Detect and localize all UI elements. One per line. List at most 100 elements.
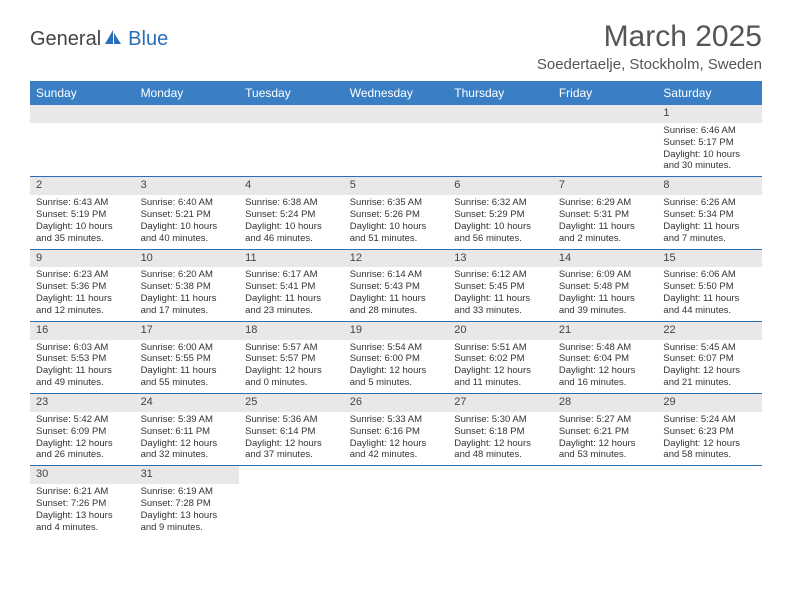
daylight-text: and 53 minutes. bbox=[559, 449, 652, 461]
sunset-text: Sunset: 6:00 PM bbox=[350, 353, 443, 365]
calendar-cell: 12Sunrise: 6:14 AMSunset: 5:43 PMDayligh… bbox=[344, 250, 449, 321]
day-number: 1 bbox=[657, 105, 762, 123]
calendar-cell: 9Sunrise: 6:23 AMSunset: 5:36 PMDaylight… bbox=[30, 250, 135, 321]
daylight-text: and 16 minutes. bbox=[559, 377, 652, 389]
calendar-cell: 6Sunrise: 6:32 AMSunset: 5:29 PMDaylight… bbox=[448, 177, 553, 248]
daylight-text: Daylight: 11 hours bbox=[36, 293, 129, 305]
sunset-text: Sunset: 5:53 PM bbox=[36, 353, 129, 365]
sunset-text: Sunset: 5:55 PM bbox=[141, 353, 234, 365]
sunrise-text: Sunrise: 6:21 AM bbox=[36, 486, 129, 498]
daylight-text: and 42 minutes. bbox=[350, 449, 443, 461]
sunset-text: Sunset: 6:21 PM bbox=[559, 426, 652, 438]
week-row: 9Sunrise: 6:23 AMSunset: 5:36 PMDaylight… bbox=[30, 250, 762, 322]
day-header-row: SundayMondayTuesdayWednesdayThursdayFrid… bbox=[30, 81, 762, 105]
day-number: 4 bbox=[239, 177, 344, 195]
sunrise-text: Sunrise: 6:12 AM bbox=[454, 269, 547, 281]
day-number: 12 bbox=[344, 250, 449, 268]
daylight-text: Daylight: 12 hours bbox=[559, 365, 652, 377]
sunset-text: Sunset: 6:18 PM bbox=[454, 426, 547, 438]
sunrise-text: Sunrise: 6:38 AM bbox=[245, 197, 338, 209]
daylight-text: and 44 minutes. bbox=[663, 305, 756, 317]
day-name: Saturday bbox=[657, 81, 762, 105]
sunset-text: Sunset: 5:41 PM bbox=[245, 281, 338, 293]
day-body: Sunrise: 6:14 AMSunset: 5:43 PMDaylight:… bbox=[344, 267, 449, 321]
day-body: Sunrise: 5:57 AMSunset: 5:57 PMDaylight:… bbox=[239, 340, 344, 394]
daylight-text: and 4 minutes. bbox=[36, 522, 129, 534]
day-number: 17 bbox=[135, 322, 240, 340]
sunset-text: Sunset: 6:07 PM bbox=[663, 353, 756, 365]
sunset-text: Sunset: 5:57 PM bbox=[245, 353, 338, 365]
day-body: Sunrise: 6:12 AMSunset: 5:45 PMDaylight:… bbox=[448, 267, 553, 321]
day-number: 15 bbox=[657, 250, 762, 268]
calendar-cell-empty bbox=[553, 466, 658, 537]
daylight-text: and 9 minutes. bbox=[141, 522, 234, 534]
day-name: Monday bbox=[135, 81, 240, 105]
week-row: 30Sunrise: 6:21 AMSunset: 7:26 PMDayligh… bbox=[30, 466, 762, 537]
calendar-cell-empty bbox=[239, 466, 344, 537]
daylight-text: and 37 minutes. bbox=[245, 449, 338, 461]
sunrise-text: Sunrise: 6:00 AM bbox=[141, 342, 234, 354]
day-number: 5 bbox=[344, 177, 449, 195]
sunrise-text: Sunrise: 6:19 AM bbox=[141, 486, 234, 498]
day-body: Sunrise: 6:03 AMSunset: 5:53 PMDaylight:… bbox=[30, 340, 135, 394]
daylight-text: and 51 minutes. bbox=[350, 233, 443, 245]
daylight-text: Daylight: 11 hours bbox=[245, 293, 338, 305]
day-body: Sunrise: 6:23 AMSunset: 5:36 PMDaylight:… bbox=[30, 267, 135, 321]
calendar-cell: 27Sunrise: 5:30 AMSunset: 6:18 PMDayligh… bbox=[448, 394, 553, 465]
daylight-text: and 35 minutes. bbox=[36, 233, 129, 245]
day-number: 10 bbox=[135, 250, 240, 268]
daylight-text: Daylight: 12 hours bbox=[245, 438, 338, 450]
day-body: Sunrise: 6:40 AMSunset: 5:21 PMDaylight:… bbox=[135, 195, 240, 249]
daylight-text: and 28 minutes. bbox=[350, 305, 443, 317]
day-name: Tuesday bbox=[239, 81, 344, 105]
daylight-text: Daylight: 12 hours bbox=[663, 438, 756, 450]
sunset-text: Sunset: 6:16 PM bbox=[350, 426, 443, 438]
day-number: 25 bbox=[239, 394, 344, 412]
daylight-text: Daylight: 11 hours bbox=[141, 293, 234, 305]
sunrise-text: Sunrise: 6:06 AM bbox=[663, 269, 756, 281]
week-row: 1Sunrise: 6:46 AMSunset: 5:17 PMDaylight… bbox=[30, 105, 762, 177]
logo-text-blue: Blue bbox=[128, 28, 168, 51]
sunrise-text: Sunrise: 6:43 AM bbox=[36, 197, 129, 209]
calendar: SundayMondayTuesdayWednesdayThursdayFrid… bbox=[30, 81, 762, 538]
sunset-text: Sunset: 5:21 PM bbox=[141, 209, 234, 221]
sunrise-text: Sunrise: 6:20 AM bbox=[141, 269, 234, 281]
week-row: 23Sunrise: 5:42 AMSunset: 6:09 PMDayligh… bbox=[30, 394, 762, 466]
daylight-text: and 55 minutes. bbox=[141, 377, 234, 389]
day-number: 30 bbox=[30, 466, 135, 484]
daylight-text: Daylight: 12 hours bbox=[559, 438, 652, 450]
day-number: 16 bbox=[30, 322, 135, 340]
day-body: Sunrise: 6:19 AMSunset: 7:28 PMDaylight:… bbox=[135, 484, 240, 538]
calendar-cell: 14Sunrise: 6:09 AMSunset: 5:48 PMDayligh… bbox=[553, 250, 658, 321]
daylight-text: and 39 minutes. bbox=[559, 305, 652, 317]
calendar-cell-empty bbox=[553, 105, 658, 176]
daylight-text: and 23 minutes. bbox=[245, 305, 338, 317]
sunset-text: Sunset: 5:31 PM bbox=[559, 209, 652, 221]
sunset-text: Sunset: 5:29 PM bbox=[454, 209, 547, 221]
calendar-cell-empty bbox=[448, 105, 553, 176]
daylight-text: and 17 minutes. bbox=[141, 305, 234, 317]
daylight-text: and 7 minutes. bbox=[663, 233, 756, 245]
daylight-text: Daylight: 11 hours bbox=[559, 221, 652, 233]
daylight-text: Daylight: 11 hours bbox=[141, 365, 234, 377]
calendar-cell: 13Sunrise: 6:12 AMSunset: 5:45 PMDayligh… bbox=[448, 250, 553, 321]
sunrise-text: Sunrise: 6:17 AM bbox=[245, 269, 338, 281]
daylight-text: and 5 minutes. bbox=[350, 377, 443, 389]
daylight-text: and 30 minutes. bbox=[663, 160, 756, 172]
sunrise-text: Sunrise: 5:48 AM bbox=[559, 342, 652, 354]
calendar-cell: 1Sunrise: 6:46 AMSunset: 5:17 PMDaylight… bbox=[657, 105, 762, 176]
day-body: Sunrise: 5:36 AMSunset: 6:14 PMDaylight:… bbox=[239, 412, 344, 466]
calendar-cell: 11Sunrise: 6:17 AMSunset: 5:41 PMDayligh… bbox=[239, 250, 344, 321]
day-body: Sunrise: 6:35 AMSunset: 5:26 PMDaylight:… bbox=[344, 195, 449, 249]
day-name: Friday bbox=[553, 81, 658, 105]
sunset-text: Sunset: 5:36 PM bbox=[36, 281, 129, 293]
day-number: 29 bbox=[657, 394, 762, 412]
sunrise-text: Sunrise: 6:23 AM bbox=[36, 269, 129, 281]
sunset-text: Sunset: 5:34 PM bbox=[663, 209, 756, 221]
sunset-text: Sunset: 5:24 PM bbox=[245, 209, 338, 221]
sunrise-text: Sunrise: 6:35 AM bbox=[350, 197, 443, 209]
day-body: Sunrise: 6:06 AMSunset: 5:50 PMDaylight:… bbox=[657, 267, 762, 321]
day-number: 23 bbox=[30, 394, 135, 412]
calendar-cell-empty bbox=[448, 466, 553, 537]
day-body: Sunrise: 6:17 AMSunset: 5:41 PMDaylight:… bbox=[239, 267, 344, 321]
